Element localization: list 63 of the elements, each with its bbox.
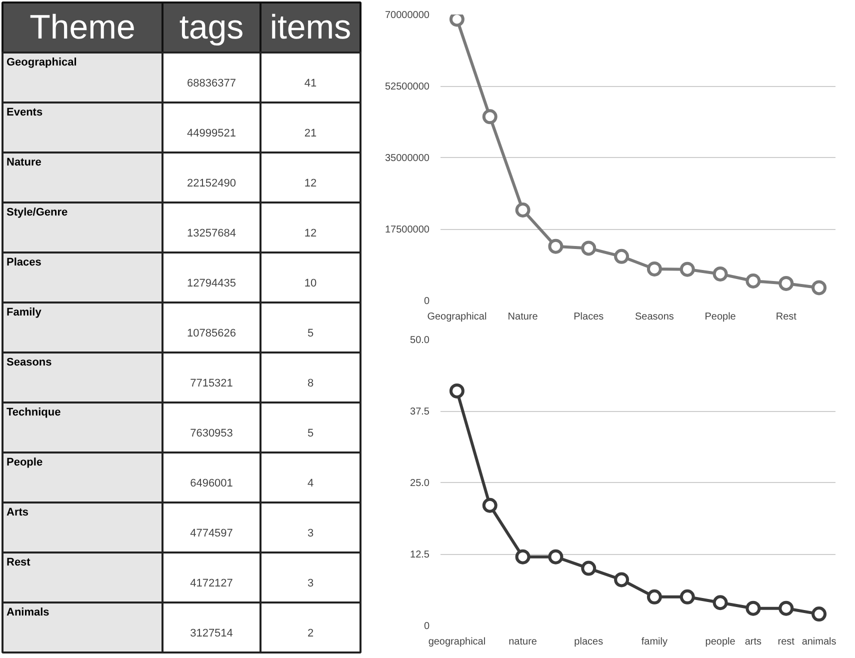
data-label: 12 bbox=[304, 228, 317, 240]
data-label: 22152490 bbox=[187, 178, 236, 190]
category-label: Style/Genre bbox=[6, 206, 68, 218]
data-label: 12794435 bbox=[187, 278, 236, 290]
text: Theme bbox=[30, 8, 136, 46]
y-tick-label: 37.5 bbox=[410, 406, 430, 418]
category-label: People bbox=[6, 456, 43, 468]
x-tick-label: people bbox=[705, 636, 736, 648]
x-tick-label: places bbox=[574, 636, 604, 648]
data-label: 7715321 bbox=[190, 378, 233, 390]
x-tick-label: nature bbox=[508, 636, 538, 648]
y-tick-label: 0 bbox=[424, 621, 430, 632]
x-tick-label: People bbox=[704, 312, 736, 322]
data-label: 7630953 bbox=[190, 428, 233, 440]
x-tick-label: arts bbox=[744, 636, 762, 648]
y-tick-label: 0 bbox=[424, 296, 430, 307]
x-tick-label: Rest bbox=[776, 312, 797, 322]
data-label: 3127514 bbox=[190, 628, 233, 640]
data-label: 2 bbox=[307, 628, 314, 640]
category-label: Places bbox=[6, 256, 42, 268]
y-tick-label: 25.0 bbox=[410, 478, 430, 489]
y-tick-label: 50.0 bbox=[410, 335, 430, 346]
x-tick-label: Geographical bbox=[427, 312, 487, 322]
data-label: 6496001 bbox=[190, 478, 233, 490]
y-tick-label: 17500000 bbox=[385, 224, 430, 236]
data-label: 21 bbox=[304, 128, 317, 140]
data-label: 68836377 bbox=[187, 78, 236, 90]
x-tick-label: Places bbox=[574, 312, 604, 322]
y-tick-label: 70000000 bbox=[385, 10, 430, 21]
x-tick-label: rest bbox=[778, 636, 795, 648]
category-label: Rest bbox=[6, 556, 31, 568]
x-tick-label: geographical bbox=[428, 636, 486, 648]
data-label: 10 bbox=[304, 278, 317, 290]
data-label: 5 bbox=[307, 428, 314, 440]
data-label: 4774597 bbox=[190, 528, 233, 540]
category-label: Family bbox=[6, 306, 42, 318]
category-label: Seasons bbox=[6, 356, 52, 368]
category-label: Animals bbox=[6, 606, 50, 618]
data-label: 4 bbox=[307, 478, 314, 490]
data-label: 3 bbox=[307, 578, 314, 590]
data-label: 5 bbox=[307, 328, 314, 340]
category-label: Technique bbox=[6, 406, 61, 418]
category-label: Geographical bbox=[6, 56, 77, 68]
data-label: 4172127 bbox=[190, 578, 233, 590]
category-label: Nature bbox=[6, 156, 42, 168]
y-tick-label: 12.5 bbox=[410, 550, 430, 560]
category-label: Arts bbox=[6, 506, 29, 518]
x-tick-label: animals bbox=[802, 636, 836, 648]
data-label: 13257684 bbox=[187, 228, 236, 240]
data-label: 12 bbox=[304, 178, 317, 190]
data-label: 41 bbox=[304, 78, 317, 90]
x-tick-label: Seasons bbox=[635, 312, 674, 322]
data-label: 8 bbox=[307, 378, 314, 390]
y-tick-label: 52500000 bbox=[385, 82, 430, 92]
series-label: items bbox=[270, 8, 352, 46]
data-label: 44999521 bbox=[187, 128, 236, 140]
data-label: 3 bbox=[307, 528, 314, 540]
x-tick-label: family bbox=[641, 636, 668, 648]
data-label: 10785626 bbox=[187, 328, 236, 340]
y-tick-label: 35000000 bbox=[385, 153, 430, 164]
series-label: tags bbox=[179, 8, 244, 46]
x-tick-label: Nature bbox=[508, 312, 538, 322]
category-label: Events bbox=[6, 106, 43, 118]
